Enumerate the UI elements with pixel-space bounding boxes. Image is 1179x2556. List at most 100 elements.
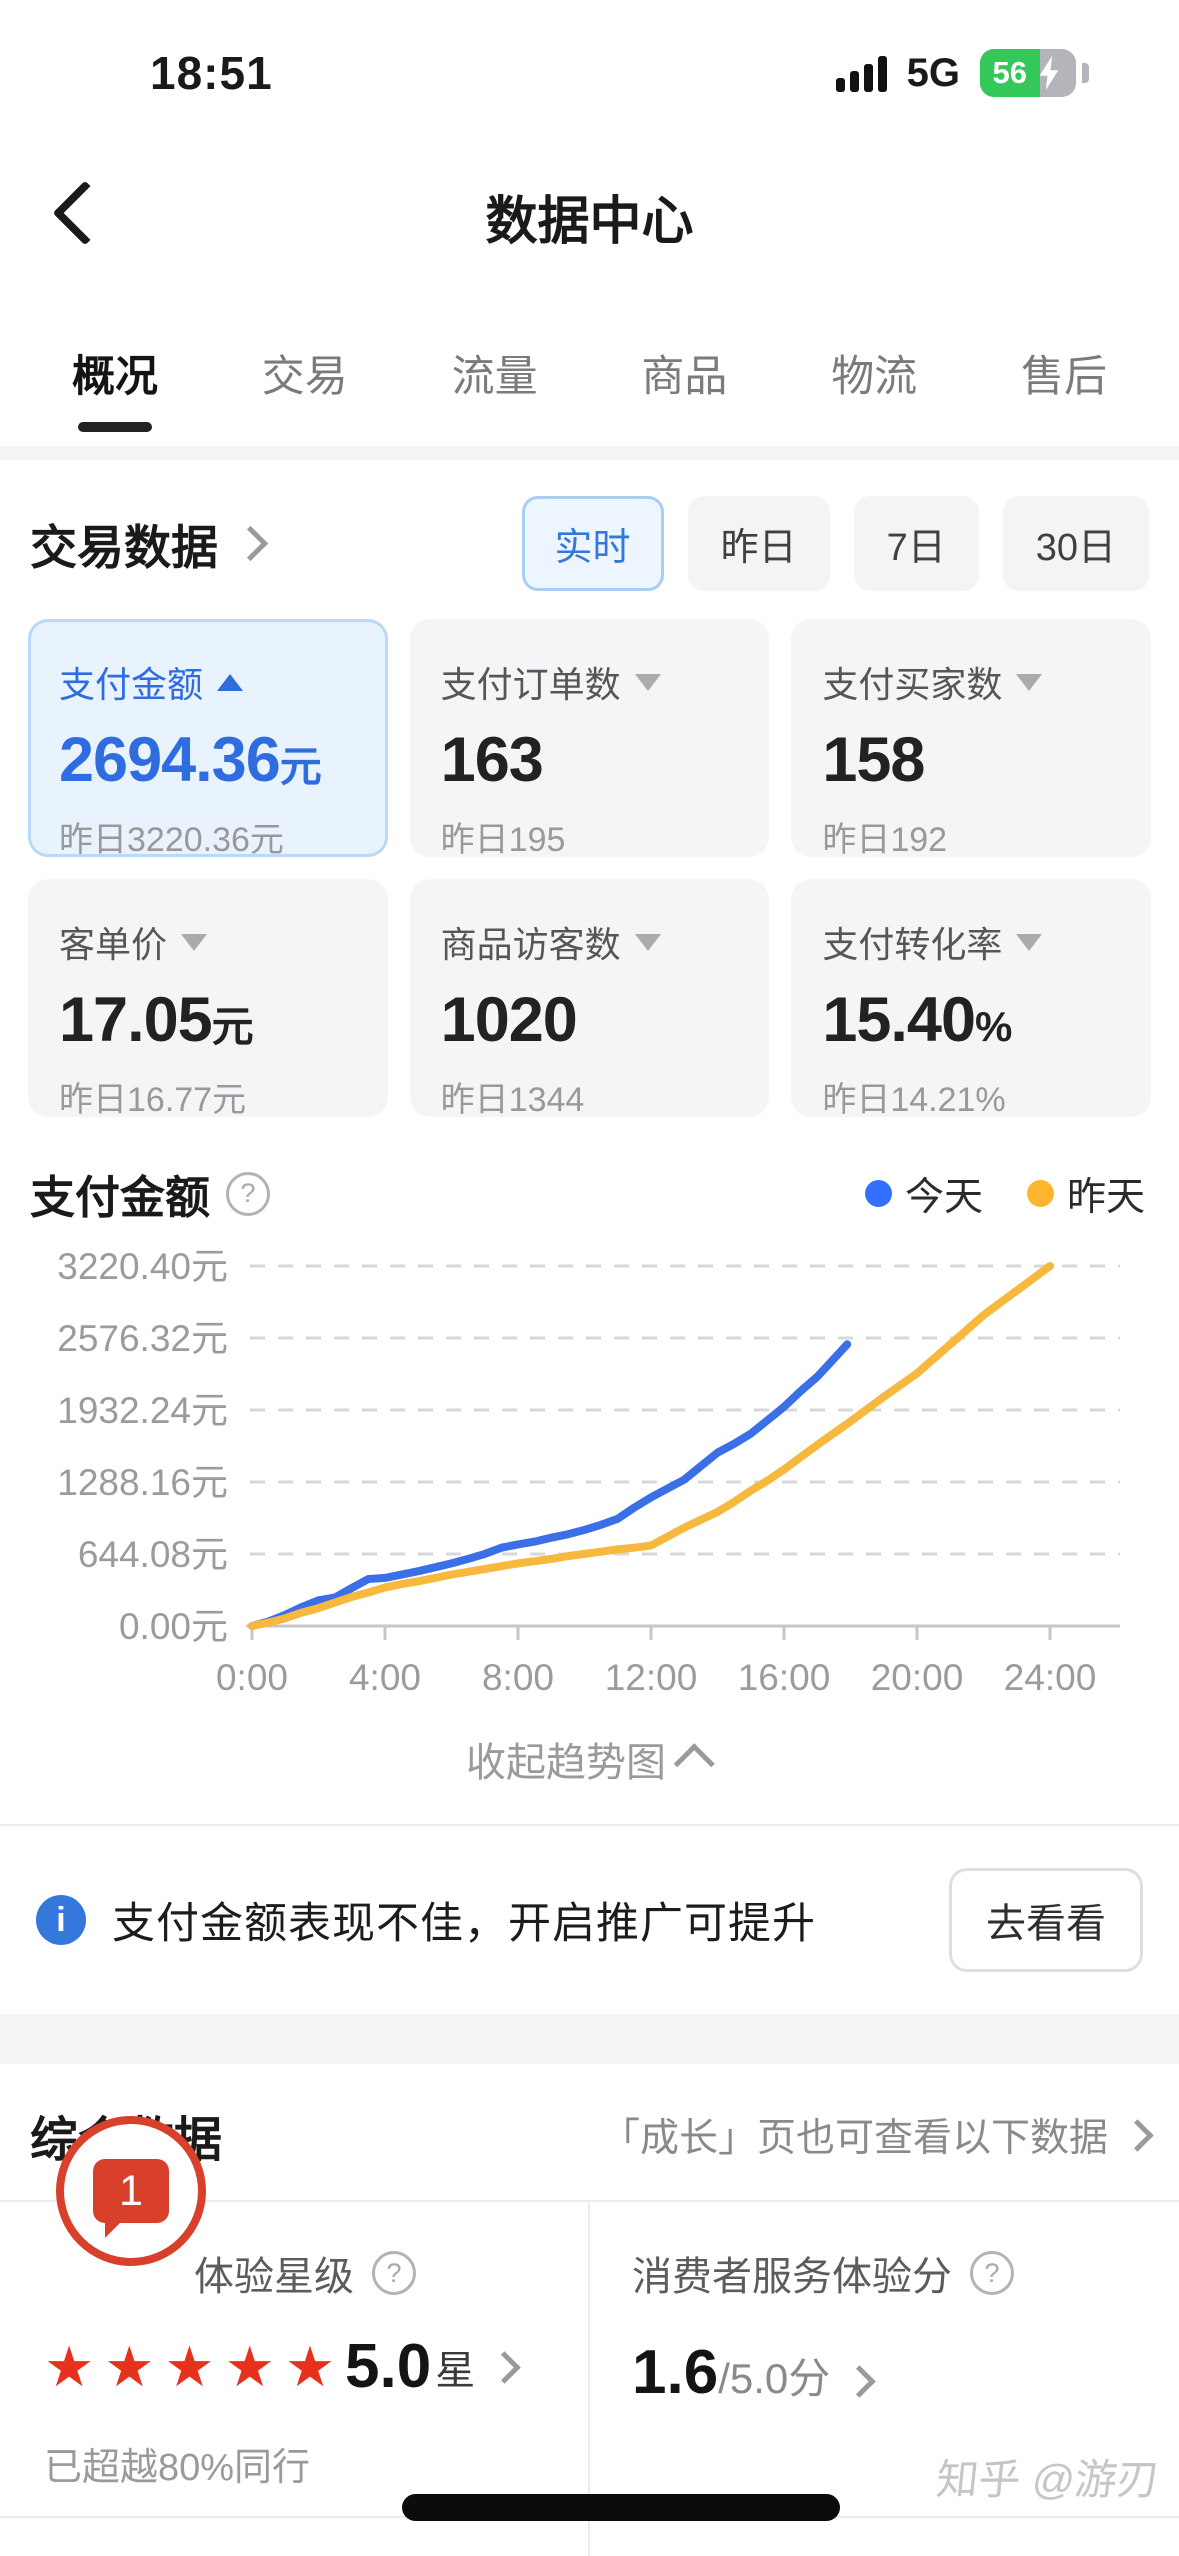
stat-sub: 昨日1344: [440, 1081, 585, 1119]
back-chevron-icon[interactable]: [52, 180, 118, 246]
growth-level-card[interactable]: 成长层级 ? 4 级 7项权益: [0, 2518, 588, 2556]
card-title: 消费者服务体验分: [632, 2255, 952, 2299]
star-score-unit: 星: [435, 2349, 476, 2393]
badge-count: 1: [119, 2166, 143, 2215]
triangle-up-icon: [217, 673, 244, 691]
svg-text:1288.16元: 1288.16元: [57, 1462, 228, 1503]
service-score-card[interactable]: 消费者服务体验分 ? 1.6 /5.0分: [588, 2202, 1179, 2516]
chevron-right-icon: [1121, 2118, 1154, 2152]
page-title: 数据中心: [485, 192, 694, 251]
tab-overview[interactable]: 概况: [72, 300, 158, 446]
tab-aftersale[interactable]: 售后: [1021, 300, 1107, 446]
tab-products[interactable]: 商品: [641, 300, 727, 446]
chevron-right-icon: [232, 525, 269, 562]
chart-title: 支付金额: [30, 1172, 211, 1223]
chart-legend: 今天 昨天: [864, 1166, 1145, 1222]
filter-yesterday[interactable]: 昨日: [687, 496, 830, 591]
section-divider: [0, 446, 1179, 460]
help-icon[interactable]: ?: [226, 1171, 271, 1216]
stat-value: 163: [440, 725, 544, 795]
stat-card-pay-amount[interactable]: 支付金额 2694.36元 昨日3220.36元: [28, 619, 388, 859]
section-divider: [0, 2014, 1179, 2064]
stat-value: 158: [822, 725, 925, 795]
stat-value: 2694.36: [59, 725, 281, 795]
trade-data-title[interactable]: 交易数据: [30, 521, 218, 574]
svg-text:16:00: 16:00: [738, 1657, 831, 1698]
collapse-trend-link[interactable]: 收起趋势图: [0, 1704, 1179, 1824]
stat-unit: 元: [211, 1003, 254, 1050]
service-score: 1.6: [632, 2338, 719, 2407]
stat-unit: %: [974, 1003, 1012, 1050]
svg-text:4:00: 4:00: [349, 1657, 421, 1698]
star-score: 5.0: [345, 2332, 432, 2401]
status-icons: 5G 56: [835, 49, 1089, 97]
tab-trade[interactable]: 交易: [262, 300, 348, 446]
charging-bolt-icon: [1039, 56, 1059, 90]
legend-label: 今天: [904, 1175, 983, 1219]
stat-label: 支付金额: [59, 664, 204, 705]
triangle-down-icon: [1016, 673, 1043, 691]
filter-30days[interactable]: 30日: [1002, 496, 1149, 591]
top-tab-bar: 概况 交易 流量 商品 物流 售后: [0, 300, 1179, 446]
stat-card-avg-order[interactable]: 客单价 17.05元 昨日16.77元: [28, 879, 388, 1119]
growth-page-link-label: 「成长」页也可查看以下数据: [600, 2117, 1108, 2160]
stat-sub: 昨日195: [440, 821, 566, 859]
svg-text:2576.32元: 2576.32元: [57, 1318, 228, 1359]
filter-realtime[interactable]: 实时: [521, 496, 664, 591]
svg-text:0:00: 0:00: [216, 1657, 288, 1698]
stat-card-grid: 支付金额 2694.36元 昨日3220.36元 支付订单数 163 昨日195…: [0, 619, 1179, 1119]
star-rating-card[interactable]: 体验星级 ? ★★★★★ 5.0 星 已超越80%同行: [0, 2202, 588, 2516]
stat-value: 17.05: [59, 985, 213, 1055]
triangle-down-icon: [634, 673, 661, 691]
tab-traffic[interactable]: 流量: [452, 300, 538, 446]
svg-text:3220.40元: 3220.40元: [57, 1246, 228, 1287]
card-title: 体验星级: [194, 2255, 354, 2299]
tab-logistics[interactable]: 物流: [831, 300, 917, 446]
stat-label: 支付订单数: [440, 664, 621, 705]
surpass-text: 已超越80%同行: [44, 2447, 311, 2489]
service-score-total: /5.0分: [718, 2355, 831, 2402]
battery-level: 56: [980, 49, 1040, 97]
chart-series-lines: [248, 1262, 1054, 1630]
go-see-button[interactable]: 去看看: [949, 1868, 1143, 1972]
legend-label: 昨天: [1066, 1175, 1145, 1219]
tab-label: 售后: [1020, 353, 1107, 401]
divider: [0, 1824, 1179, 1826]
triangle-down-icon: [1016, 933, 1043, 951]
help-icon[interactable]: ?: [970, 2251, 1014, 2295]
vertical-divider: [588, 2202, 590, 2556]
growth-page-link[interactable]: 「成长」页也可查看以下数据: [600, 2107, 1154, 2163]
payment-trend-chart[interactable]: 3220.40元 2576.32元 1932.24元 1288.16元 644.…: [0, 1234, 1179, 1704]
legend-today: 今天: [864, 1166, 983, 1222]
help-icon[interactable]: ?: [372, 2251, 416, 2295]
filter-7days[interactable]: 7日: [853, 496, 979, 591]
series-line: [248, 1262, 1054, 1630]
notification-badge[interactable]: 1: [56, 2116, 206, 2266]
tab-label: 物流: [831, 353, 918, 401]
stat-sub: 昨日14.21%: [822, 1081, 1006, 1119]
time-range-filters: 实时 昨日 7日 30日: [521, 496, 1149, 591]
stat-unit: 元: [279, 743, 322, 790]
legend-yesterday: 昨天: [1026, 1166, 1145, 1222]
battery-nub: [1082, 63, 1089, 83]
svg-text:24:00: 24:00: [1004, 1657, 1097, 1698]
page-header: 数据中心: [0, 132, 1179, 300]
legend-dot-yesterday: [1026, 1180, 1054, 1207]
tab-label: 概况: [72, 353, 158, 401]
stat-card-visitors[interactable]: 商品访客数 1020 昨日1344: [409, 879, 770, 1119]
cellular-signal-icon: [835, 54, 887, 92]
chevron-up-icon: [673, 1742, 715, 1784]
svg-text:644.08元: 644.08元: [78, 1534, 228, 1575]
triangle-down-icon: [181, 933, 208, 951]
stat-card-conversion[interactable]: 支付转化率 15.40% 昨日14.21%: [791, 879, 1151, 1119]
home-indicator[interactable]: [402, 2494, 840, 2521]
svg-text:0.00元: 0.00元: [119, 1606, 228, 1647]
promo-text: 支付金额表现不佳，开启推广可提升: [112, 1900, 816, 1948]
clock: 18:51: [150, 47, 273, 99]
watermark-text: 知乎 @游刃: [933, 2456, 1162, 2503]
shop-rating-card[interactable]: 店铺评价分 ? 4.7 /5.0分: [588, 2518, 1179, 2556]
chevron-right-icon: [488, 2350, 521, 2384]
stat-card-pay-orders[interactable]: 支付订单数 163 昨日195: [409, 619, 770, 859]
stat-card-pay-buyers[interactable]: 支付买家数 158 昨日192: [791, 619, 1151, 859]
